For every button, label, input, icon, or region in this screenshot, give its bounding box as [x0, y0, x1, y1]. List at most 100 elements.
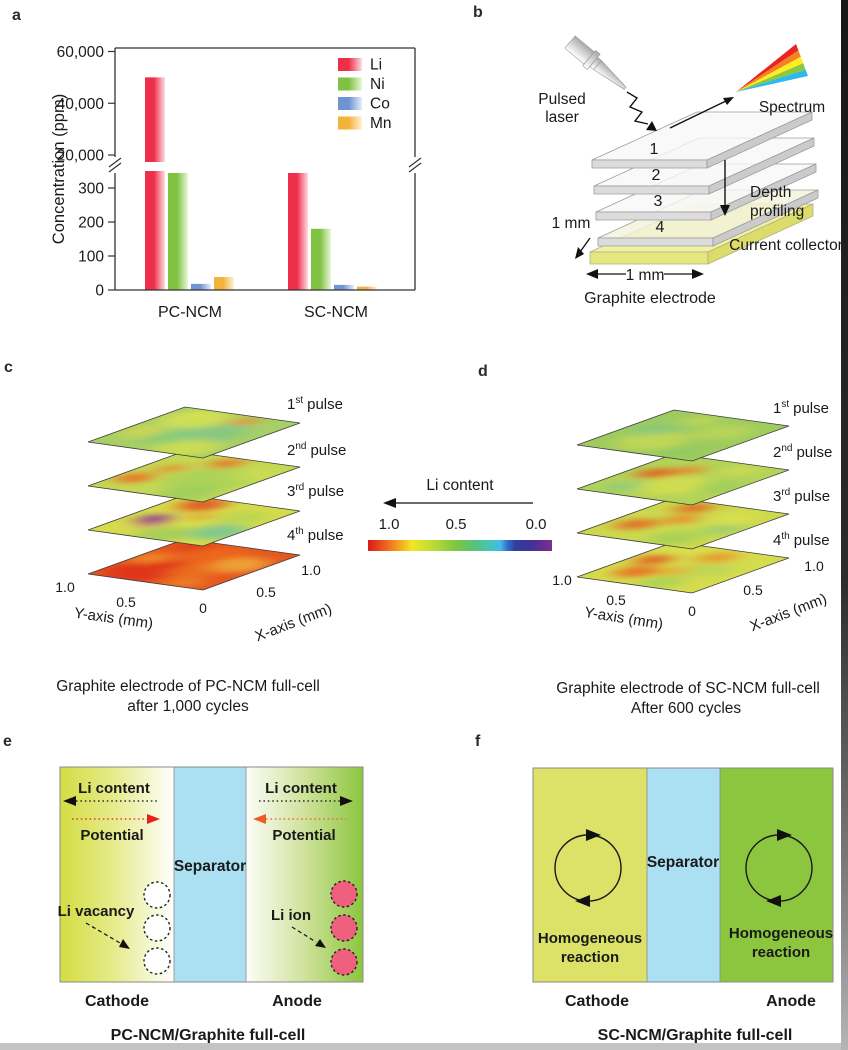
anode-label: Anode	[766, 993, 816, 1010]
g	[577, 498, 789, 549]
plot-border	[114, 47, 416, 291]
cycle-arrowhead-top	[777, 829, 792, 841]
panel-a-bar-chart: 20,000 40,000 60,000 0 100 200 300 PC-NCM SC-NCM…	[50, 44, 422, 321]
panel-letter-e: e	[3, 733, 12, 750]
anode-homogeneous-line1: Homogeneous	[729, 925, 833, 942]
heatmap-layer-1	[577, 410, 789, 461]
heat-blob	[638, 476, 711, 495]
heat-blob	[189, 513, 214, 520]
heat-blob	[613, 565, 659, 578]
anode-li-content-label: Li content	[265, 780, 337, 797]
cathode-homogeneous-line2: reaction	[561, 949, 619, 966]
li-ion-label: Li ion	[271, 907, 311, 924]
plate-side-face	[708, 137, 815, 195]
collector-side-face	[707, 203, 814, 265]
heatmap-blobs	[602, 465, 759, 495]
separator-region	[174, 767, 246, 982]
heat-blob	[630, 422, 682, 436]
heatmap-blobs	[615, 503, 761, 545]
collector-front-face	[589, 251, 709, 265]
heat-blob	[693, 424, 754, 441]
side-scale-arrowhead	[575, 247, 584, 259]
x-tick-1.0: 1.0	[804, 558, 824, 574]
pulse-label-4: 4th pulse	[773, 531, 830, 549]
heatmap-blobs	[613, 545, 738, 589]
li-content-colorbar: Li content 1.0 0.5 0.0	[368, 477, 552, 551]
laser-probe-icon	[564, 35, 627, 90]
heatmap-blobs	[121, 409, 260, 457]
legend-swatch-Li	[338, 58, 362, 71]
heat-blob	[636, 468, 676, 479]
legend-label-Co: Co	[370, 96, 390, 113]
heat-blob	[711, 512, 761, 525]
cycle-arrowhead-top	[586, 829, 601, 841]
heat-blob	[159, 409, 232, 429]
side-scale-arrow	[579, 237, 591, 253]
heat-blob	[681, 416, 718, 426]
bar-SC-NCM-Co	[334, 284, 354, 290]
plate-number-2: 2	[652, 167, 661, 184]
y-tick-label: 20,000	[57, 148, 105, 165]
heat-blob	[136, 520, 167, 529]
heat-blob	[164, 577, 207, 589]
x-tick-0.5: 0.5	[256, 584, 276, 600]
cathode-potential-label: Potential	[80, 827, 143, 844]
cycle-arrowhead-bottom	[766, 895, 781, 907]
pulse-label-4: 4th pulse	[287, 526, 344, 544]
heat-blob	[637, 575, 686, 589]
origin-tick-0: 0	[688, 603, 696, 619]
anode-cycle-arrow-icon	[745, 829, 813, 907]
heat-blob	[231, 469, 277, 481]
heat-blob	[137, 432, 186, 445]
heatmap-layers	[576, 409, 790, 594]
pulsed-laser-label-line2: laser	[545, 109, 579, 126]
heat-blob	[695, 552, 738, 564]
y-tick-0.5: 0.5	[606, 592, 626, 608]
cathode-li-content-arrowhead	[63, 796, 76, 806]
origin-tick-0: 0	[199, 600, 207, 616]
heat-blob	[177, 498, 229, 512]
x-axis-title: X-axis (mm)	[253, 600, 335, 645]
li-ion-circle	[330, 880, 358, 908]
heatmap-layer-2	[88, 451, 300, 502]
y-tick-1.0: 1.0	[552, 572, 572, 588]
cathode-homogeneous-line1: Homogeneous	[538, 930, 642, 947]
y-tick-1.0: 1.0	[55, 579, 75, 595]
cell-border	[532, 767, 834, 983]
panel-letter-a: a	[12, 7, 21, 24]
anode-homogeneous-line2: reaction	[752, 944, 810, 961]
spectrum-fan-icon	[736, 44, 808, 92]
y-tick-label: 200	[78, 215, 104, 232]
heat-blob	[210, 557, 271, 573]
heat-blob	[661, 445, 707, 457]
bar-SC-NCM-Ni	[311, 228, 331, 290]
cathode-cycle-arrow-icon	[554, 829, 622, 907]
panel-letter-c: c	[4, 359, 13, 376]
axis-break-mark	[408, 157, 422, 168]
heat-blob	[602, 481, 645, 493]
legend-swatch-Ni	[338, 77, 362, 91]
spectrum-label: Spectrum	[759, 99, 825, 116]
depth-arrowhead	[720, 205, 730, 216]
laser-tip	[593, 60, 627, 90]
panel-f-cell-schematic: Separator Homogeneous reaction Homogeneo…	[532, 767, 834, 1044]
anode-potential-arrowhead	[253, 814, 266, 824]
plate-side-face	[712, 189, 819, 247]
y-tick-label: 40,000	[57, 96, 105, 113]
depth-profiling-label-line2: profiling	[750, 203, 804, 220]
anode-potential-label: Potential	[272, 827, 335, 844]
width-scale-left-arrowhead	[586, 269, 598, 279]
pulse-label-1: 1st pulse	[287, 395, 343, 413]
x-tick-0.5: 0.5	[743, 582, 763, 598]
bar-PC-NCM-Ni	[168, 173, 188, 290]
screenshot-bottom-edge	[0, 1043, 841, 1050]
plate-side-face	[710, 163, 817, 221]
y-axis-title: Concentration (ppm)	[50, 94, 68, 244]
spectrum-stripe-cyan	[736, 69, 808, 92]
depth-profiling-label-line1: Depth	[750, 184, 791, 201]
heat-blob	[647, 530, 703, 545]
x-tick-1.0: 1.0	[301, 562, 321, 578]
heatmap-layer-2	[577, 454, 789, 505]
axis-break-mark	[108, 162, 122, 173]
heat-blob	[703, 523, 746, 535]
